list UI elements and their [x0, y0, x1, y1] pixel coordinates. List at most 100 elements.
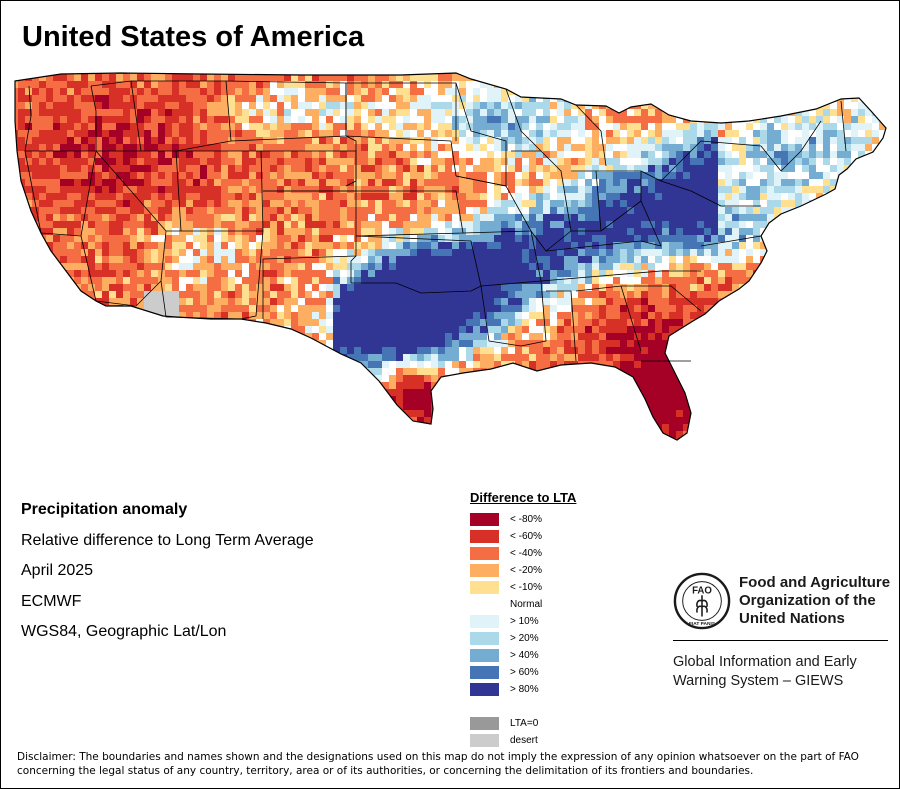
anomaly-cell — [585, 298, 592, 305]
anomaly-cell — [67, 319, 74, 326]
anomaly-cell — [732, 263, 739, 270]
anomaly-cell — [872, 158, 879, 165]
anomaly-cell — [270, 151, 277, 158]
anomaly-cell — [480, 312, 487, 319]
anomaly-cell — [823, 186, 830, 193]
anomaly-cell — [186, 130, 193, 137]
anomaly-cell — [235, 270, 242, 277]
anomaly-cell — [53, 137, 60, 144]
anomaly-cell — [431, 263, 438, 270]
anomaly-cell — [830, 116, 837, 123]
anomaly-cell — [312, 270, 319, 277]
anomaly-cell — [396, 102, 403, 109]
anomaly-cell — [529, 102, 536, 109]
anomaly-cell — [613, 270, 620, 277]
anomaly-cell — [802, 333, 809, 340]
anomaly-cell — [39, 144, 46, 151]
anomaly-cell — [767, 74, 774, 81]
anomaly-cell — [886, 228, 893, 235]
anomaly-cell — [452, 95, 459, 102]
anomaly-cell — [760, 284, 767, 291]
anomaly-cell — [592, 270, 599, 277]
anomaly-cell — [396, 214, 403, 221]
anomaly-cell — [221, 305, 228, 312]
anomaly-cell — [725, 74, 732, 81]
anomaly-cell — [123, 158, 130, 165]
anomaly-cell — [466, 151, 473, 158]
anomaly-cell — [424, 319, 431, 326]
anomaly-cell — [438, 333, 445, 340]
anomaly-cell — [277, 130, 284, 137]
anomaly-cell — [508, 144, 515, 151]
anomaly-cell — [571, 158, 578, 165]
anomaly-cell — [438, 81, 445, 88]
anomaly-cell — [648, 312, 655, 319]
anomaly-cell — [858, 200, 865, 207]
anomaly-cell — [557, 165, 564, 172]
anomaly-cell — [543, 284, 550, 291]
anomaly-cell — [172, 242, 179, 249]
anomaly-cell — [739, 74, 746, 81]
anomaly-cell — [809, 137, 816, 144]
anomaly-cell — [116, 137, 123, 144]
anomaly-cell — [613, 333, 620, 340]
anomaly-cell — [704, 123, 711, 130]
anomaly-cell — [578, 144, 585, 151]
anomaly-cell — [200, 319, 207, 326]
anomaly-cell — [732, 144, 739, 151]
anomaly-cell — [326, 221, 333, 228]
anomaly-cell — [389, 312, 396, 319]
anomaly-cell — [88, 95, 95, 102]
anomaly-cell — [333, 291, 340, 298]
anomaly-cell — [508, 270, 515, 277]
anomaly-cell — [655, 249, 662, 256]
anomaly-cell — [459, 291, 466, 298]
anomaly-cell — [277, 312, 284, 319]
anomaly-cell — [193, 74, 200, 81]
anomaly-cell — [130, 284, 137, 291]
anomaly-cell — [228, 214, 235, 221]
anomaly-cell — [809, 319, 816, 326]
anomaly-cell — [459, 305, 466, 312]
anomaly-cell — [480, 207, 487, 214]
anomaly-cell — [172, 319, 179, 326]
anomaly-cell — [501, 242, 508, 249]
anomaly-cell — [326, 319, 333, 326]
anomaly-cell — [144, 312, 151, 319]
anomaly-cell — [494, 158, 501, 165]
anomaly-cell — [326, 340, 333, 347]
anomaly-cell — [487, 228, 494, 235]
anomaly-cell — [872, 291, 879, 298]
anomaly-cell — [494, 249, 501, 256]
anomaly-cell — [277, 193, 284, 200]
precipitation-anomaly-map — [14, 72, 893, 441]
anomaly-cell — [25, 270, 32, 277]
anomaly-cell — [144, 340, 151, 347]
anomaly-cell — [242, 298, 249, 305]
anomaly-cell — [795, 123, 802, 130]
anomaly-cell — [340, 242, 347, 249]
anomaly-cell — [879, 74, 886, 81]
anomaly-cell — [858, 130, 865, 137]
anomaly-cell — [214, 179, 221, 186]
anomaly-cell — [186, 207, 193, 214]
anomaly-cell — [298, 151, 305, 158]
anomaly-cell — [431, 214, 438, 221]
anomaly-cell — [788, 193, 795, 200]
anomaly-cell — [333, 305, 340, 312]
anomaly-cell — [137, 291, 144, 298]
anomaly-cell — [109, 123, 116, 130]
anomaly-cell — [263, 326, 270, 333]
anomaly-cell — [837, 73, 844, 74]
anomaly-cell — [445, 221, 452, 228]
anomaly-cell — [543, 179, 550, 186]
anomaly-cell — [522, 249, 529, 256]
anomaly-cell — [466, 326, 473, 333]
anomaly-cell — [473, 277, 480, 284]
anomaly-cell — [165, 319, 172, 326]
anomaly-cell — [816, 74, 823, 81]
anomaly-cell — [445, 256, 452, 263]
anomaly-cell — [634, 214, 641, 221]
anomaly-cell — [179, 333, 186, 340]
anomaly-cell — [74, 214, 81, 221]
